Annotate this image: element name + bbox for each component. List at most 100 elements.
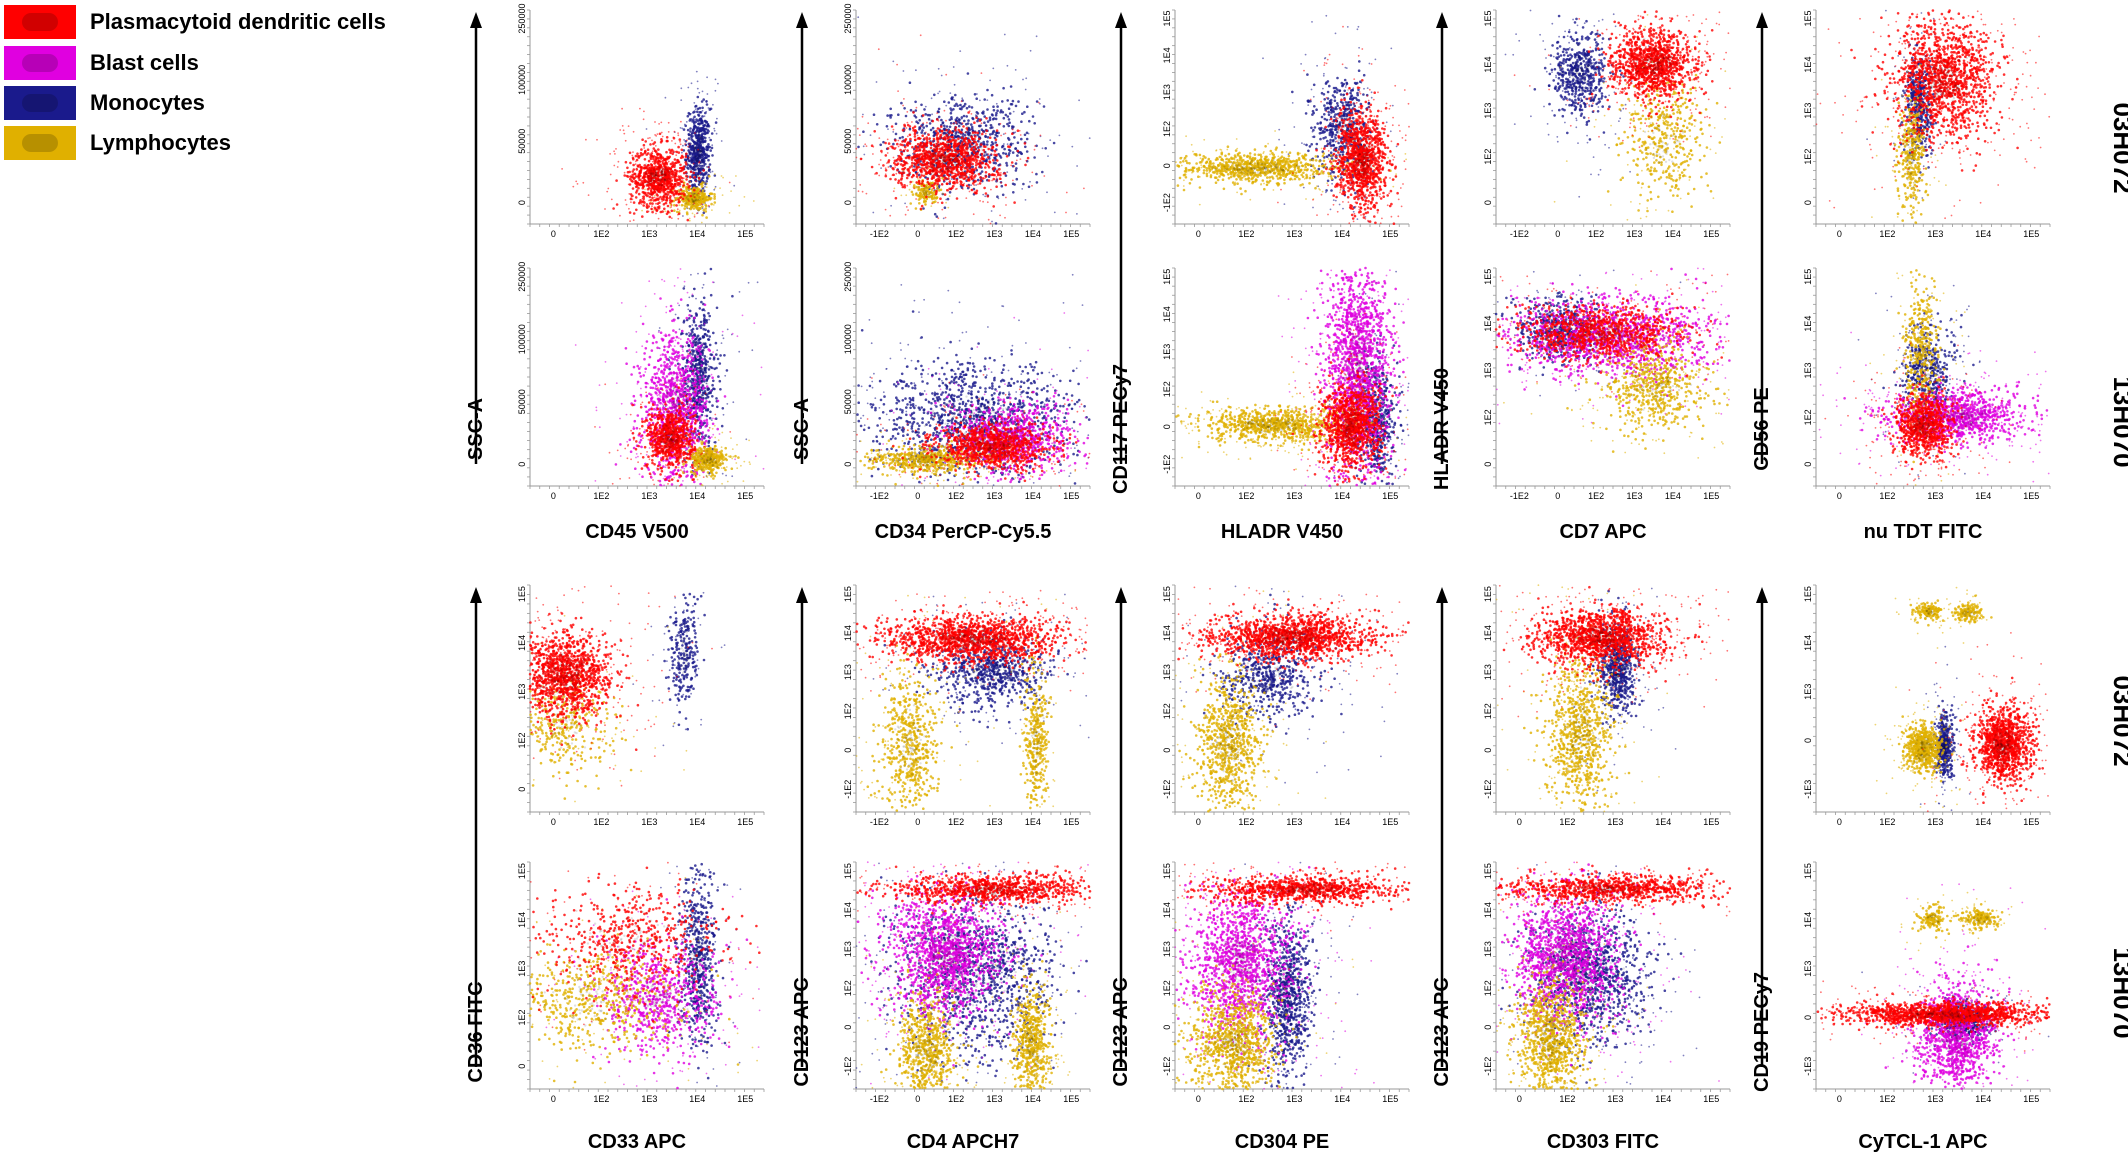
event-dot <box>697 108 700 111</box>
event-dot <box>711 147 714 150</box>
x-tick-label: 0 <box>551 229 556 239</box>
event-dot <box>714 130 716 132</box>
event-dot <box>699 118 702 121</box>
event-dot <box>683 207 686 210</box>
event-dot <box>704 120 707 123</box>
event-dot <box>721 175 723 177</box>
event-dot <box>693 141 696 144</box>
event-dot <box>682 145 684 147</box>
event-dot <box>706 76 708 78</box>
event-dot <box>705 156 708 159</box>
legend-label: Monocytes <box>90 90 205 115</box>
legend-item-blast-cells: Blast cells <box>4 46 199 80</box>
event-dot <box>653 209 655 211</box>
event-dot <box>696 71 698 73</box>
event-dot <box>711 144 713 146</box>
event-dot <box>712 104 714 106</box>
event-dot <box>688 112 691 115</box>
event-dot <box>722 194 724 196</box>
event-dot <box>715 90 717 92</box>
event-dot <box>705 100 708 103</box>
event-dot <box>681 152 683 154</box>
event-dot-core <box>698 131 700 133</box>
legend: Plasmacytoid dendritic cells Blast cells M… <box>4 5 386 160</box>
legend-swatch-core <box>22 134 58 152</box>
event-dot <box>714 173 716 175</box>
event-dot-core <box>701 137 703 139</box>
event-dot <box>709 139 712 142</box>
event-dot <box>701 132 704 135</box>
legend-swatch-core <box>22 54 58 72</box>
event-dot-core <box>693 150 695 152</box>
x-axis-label: CD45 V500 <box>585 521 688 543</box>
event-dot-core <box>705 151 707 153</box>
event-dot <box>704 124 707 127</box>
event-dot-core <box>695 165 697 167</box>
event-dot <box>704 186 706 188</box>
event-dot <box>710 108 713 111</box>
event-dot <box>684 125 687 128</box>
legend-item-monocytes: Monocytes <box>4 86 205 120</box>
event-dot <box>687 129 690 132</box>
event-dot <box>713 204 715 206</box>
event-dot <box>729 212 731 214</box>
event-dot <box>688 151 691 154</box>
event-dot <box>683 139 685 141</box>
event-dot <box>707 130 710 133</box>
event-dot <box>689 130 692 133</box>
event-dot <box>687 115 690 118</box>
event-dot-core <box>697 135 699 137</box>
event-dot-core <box>702 143 704 145</box>
y-tick-label: 50000 <box>517 129 527 154</box>
event-dot <box>733 185 735 187</box>
legend-label: Plasmacytoid dendritic cells <box>90 9 386 34</box>
event-dot <box>679 186 681 188</box>
event-dot <box>697 128 700 131</box>
event-dot-core <box>701 160 703 162</box>
event-dot <box>703 133 706 136</box>
event-dot-core <box>698 169 700 171</box>
event-dot <box>717 83 719 85</box>
event-dot <box>712 171 714 173</box>
event-dot <box>702 91 704 93</box>
event-dot <box>696 110 699 113</box>
event-dot <box>688 137 691 140</box>
event-dot <box>707 159 710 162</box>
legend-label: Lymphocytes <box>90 130 231 155</box>
event-dot <box>698 92 700 94</box>
event-dot <box>694 105 697 108</box>
event-dot <box>684 158 687 161</box>
event-dot <box>695 121 698 124</box>
event-dot <box>708 168 711 171</box>
x-tick-label: 1E4 <box>689 229 705 239</box>
event-dot-core <box>696 144 698 146</box>
event-dot <box>682 215 684 217</box>
event-dot <box>705 171 708 174</box>
event-dot-core <box>695 158 697 160</box>
event-dot <box>722 177 724 179</box>
y-tick-label: 0 <box>517 200 527 205</box>
event-dot <box>690 134 693 137</box>
event-dot <box>689 127 692 130</box>
event-dot <box>706 183 708 185</box>
y-tick-label: 250000 <box>517 4 527 34</box>
event-dot <box>694 214 696 216</box>
event-dot <box>716 118 718 120</box>
event-dot <box>697 81 699 83</box>
event-dot <box>641 210 643 212</box>
event-dot <box>695 134 698 137</box>
event-dot <box>715 121 718 124</box>
event-dot <box>706 149 709 152</box>
event-dot <box>665 97 667 99</box>
event-dot <box>680 127 682 129</box>
legend-swatch-core <box>22 13 58 31</box>
event-dot <box>703 152 706 155</box>
event-dot <box>687 208 689 210</box>
event-dot <box>680 87 682 89</box>
event-dot <box>689 218 691 220</box>
event-dot <box>689 220 691 222</box>
event-dot <box>687 167 690 170</box>
event-dot <box>730 190 732 192</box>
